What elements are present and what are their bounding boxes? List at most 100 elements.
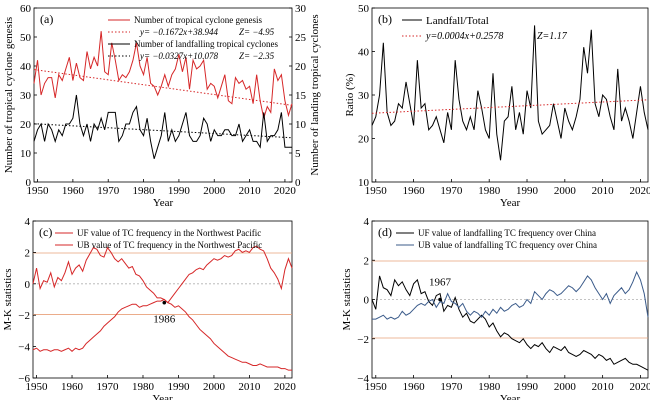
trend-line-2 xyxy=(371,99,649,114)
x-tick-label: 1950 xyxy=(26,381,49,393)
y-right-tick-label: 25 xyxy=(295,32,307,44)
plot-frame-2 xyxy=(371,7,649,183)
plot-frame-3 xyxy=(32,220,293,379)
y-right-axis-label: Number of landing tropical cyclones xyxy=(309,14,321,175)
x-tick-label: 2020 xyxy=(629,185,650,197)
x-axis-label: Year xyxy=(500,393,521,400)
y-right-tick-label: 0 xyxy=(295,177,301,189)
panel-label: (c) xyxy=(39,225,52,239)
series-line-1 xyxy=(32,246,292,371)
y-tick-label: −4 xyxy=(18,342,30,354)
y-tick-label: 0 xyxy=(26,177,32,189)
series-line-2 xyxy=(32,245,293,352)
x-tick-label: 1990 xyxy=(167,381,190,393)
series-line-1 xyxy=(33,31,293,119)
crossing-year-label: 1967 xyxy=(429,277,452,289)
trend-line-4 xyxy=(33,123,293,139)
y-tick-label: 40 xyxy=(20,61,32,73)
series-line-1 xyxy=(371,25,649,161)
x-axis-label: Year xyxy=(500,197,521,209)
crossing-point xyxy=(438,297,442,302)
x-tick-label: 1970 xyxy=(440,381,463,393)
y-tick-label: 50 xyxy=(20,32,32,44)
legend-z-value: Z= −4.95 xyxy=(239,27,275,37)
x-tick-label: 2000 xyxy=(203,381,226,393)
y-right-tick-label: 10 xyxy=(295,119,307,131)
y-tick-label: −4 xyxy=(357,373,369,385)
x-tick-label: 2010 xyxy=(592,185,615,197)
x-tick-label: 1990 xyxy=(516,381,539,393)
x-tick-label: 2000 xyxy=(554,381,577,393)
y-tick-label: 2 xyxy=(364,255,370,267)
y-tick-label: 0 xyxy=(25,279,31,291)
series-line-2 xyxy=(372,270,649,320)
y-right-tick-label: 20 xyxy=(295,61,307,73)
y-right-tick-label: 30 xyxy=(295,3,307,15)
series-line-2 xyxy=(33,94,292,159)
y-tick-label: 30 xyxy=(358,90,370,102)
legend-label: UB value of landfalling TC frequency ove… xyxy=(418,240,597,250)
legend-equation: y=0.0004x+0.2578 xyxy=(425,31,503,42)
x-tick-label: 2020 xyxy=(629,381,650,393)
legend-label: UF value of landfalling TC frequency ove… xyxy=(418,228,596,238)
x-tick-label: 1960 xyxy=(403,185,426,197)
y-tick-label: 60 xyxy=(20,3,32,15)
x-tick-label: 1980 xyxy=(478,185,501,197)
x-tick-label: 1980 xyxy=(132,381,155,393)
panel-label: (a) xyxy=(40,12,53,26)
y-right-tick-label: 15 xyxy=(295,90,307,102)
x-tick-label: 2020 xyxy=(274,185,297,197)
crossing-year-label: 1986 xyxy=(153,314,176,326)
x-tick-label: 1970 xyxy=(440,185,463,197)
y-tick-label: 4 xyxy=(364,216,370,228)
x-tick-label: 1990 xyxy=(516,185,539,197)
y-tick-label: 30 xyxy=(20,90,32,102)
x-tick-label: 2000 xyxy=(203,185,226,197)
x-tick-label: 2010 xyxy=(592,381,615,393)
legend-label: Landfall/Total xyxy=(426,15,489,27)
x-tick-label: 2020 xyxy=(274,381,297,393)
y-axis-label: Ratio (%) xyxy=(344,73,356,116)
x-tick-label: 2000 xyxy=(554,185,577,197)
trend-line-3 xyxy=(33,69,293,106)
y-axis-label: M-K statistics xyxy=(2,268,14,330)
x-tick-label: 2010 xyxy=(238,381,261,393)
legend-label: UF value of TC frequency in the Northwes… xyxy=(77,228,261,238)
y-tick-label: 4 xyxy=(25,216,31,228)
x-axis-label: Year xyxy=(152,393,173,400)
y-axis-label: M-K statistics xyxy=(341,268,353,330)
legend-z-value: Z=1.17 xyxy=(537,31,568,42)
y-tick-label: 50 xyxy=(358,3,370,15)
x-tick-label: 1980 xyxy=(133,185,156,197)
y-tick-label: 2 xyxy=(25,247,31,259)
series-line-1 xyxy=(371,275,649,371)
y-tick-label: 40 xyxy=(358,47,370,59)
y-tick-label: 20 xyxy=(20,119,32,131)
x-tick-label: 1990 xyxy=(168,185,191,197)
panel-label: (d) xyxy=(378,225,392,239)
y-axis-label: Number of tropical cyclone genesis xyxy=(3,17,15,173)
x-tick-label: 1960 xyxy=(61,381,84,393)
legend-z-value: Z= −2.35 xyxy=(239,51,275,61)
y-tick-label: 10 xyxy=(20,148,32,160)
legend-label: UB value of TC frequency in the Northwes… xyxy=(77,240,262,250)
legend-label: Number of tropical cyclone genesis xyxy=(134,15,262,25)
x-tick-label: 1970 xyxy=(97,185,120,197)
x-axis-label: Year xyxy=(153,197,174,209)
y-tick-label: 20 xyxy=(358,134,370,146)
x-tick-label: 1980 xyxy=(478,381,501,393)
y-tick-label: 10 xyxy=(358,177,370,189)
x-tick-label: 2010 xyxy=(239,185,262,197)
legend-label: Number of landfalling tropical cyclones xyxy=(134,39,278,49)
x-tick-label: 1960 xyxy=(62,185,85,197)
legend-equation: y= −0.0327x+10.078 xyxy=(139,51,218,61)
x-tick-label: 1960 xyxy=(403,381,426,393)
panel-label: (b) xyxy=(378,12,392,26)
x-tick-label: 1970 xyxy=(97,381,120,393)
y-tick-label: −6 xyxy=(18,373,30,385)
y-tick-label: 0 xyxy=(364,295,370,307)
y-right-tick-label: 5 xyxy=(295,148,301,160)
legend-equation: y= −0.1672x+38.944 xyxy=(139,27,218,37)
crossing-point xyxy=(162,300,167,305)
